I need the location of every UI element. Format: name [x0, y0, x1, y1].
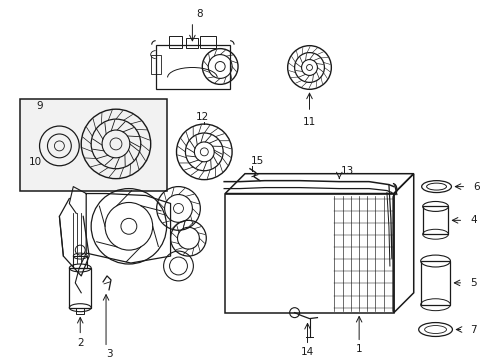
Bar — [224, 194, 393, 312]
Text: 8: 8 — [196, 9, 202, 19]
Bar — [420, 261, 449, 305]
Bar — [155, 45, 230, 89]
Bar — [168, 36, 182, 48]
Bar — [422, 206, 447, 234]
Bar — [73, 256, 87, 268]
Bar — [76, 308, 84, 314]
Text: 15: 15 — [251, 156, 264, 166]
Text: 2: 2 — [77, 338, 83, 348]
Text: 11: 11 — [302, 117, 315, 127]
Text: 7: 7 — [469, 324, 476, 334]
Text: 3: 3 — [105, 349, 112, 359]
Text: 5: 5 — [469, 278, 476, 288]
Bar — [200, 36, 216, 48]
Bar — [69, 268, 91, 308]
Bar — [20, 99, 166, 190]
Text: 9: 9 — [36, 101, 43, 111]
Text: 4: 4 — [469, 215, 476, 225]
Text: 10: 10 — [29, 157, 42, 167]
Text: 13: 13 — [340, 166, 353, 176]
Bar — [186, 38, 198, 48]
Text: 1: 1 — [355, 345, 362, 354]
Bar — [150, 55, 160, 75]
Text: 6: 6 — [472, 181, 479, 192]
Text: 12: 12 — [195, 112, 208, 122]
Text: 14: 14 — [300, 347, 313, 357]
